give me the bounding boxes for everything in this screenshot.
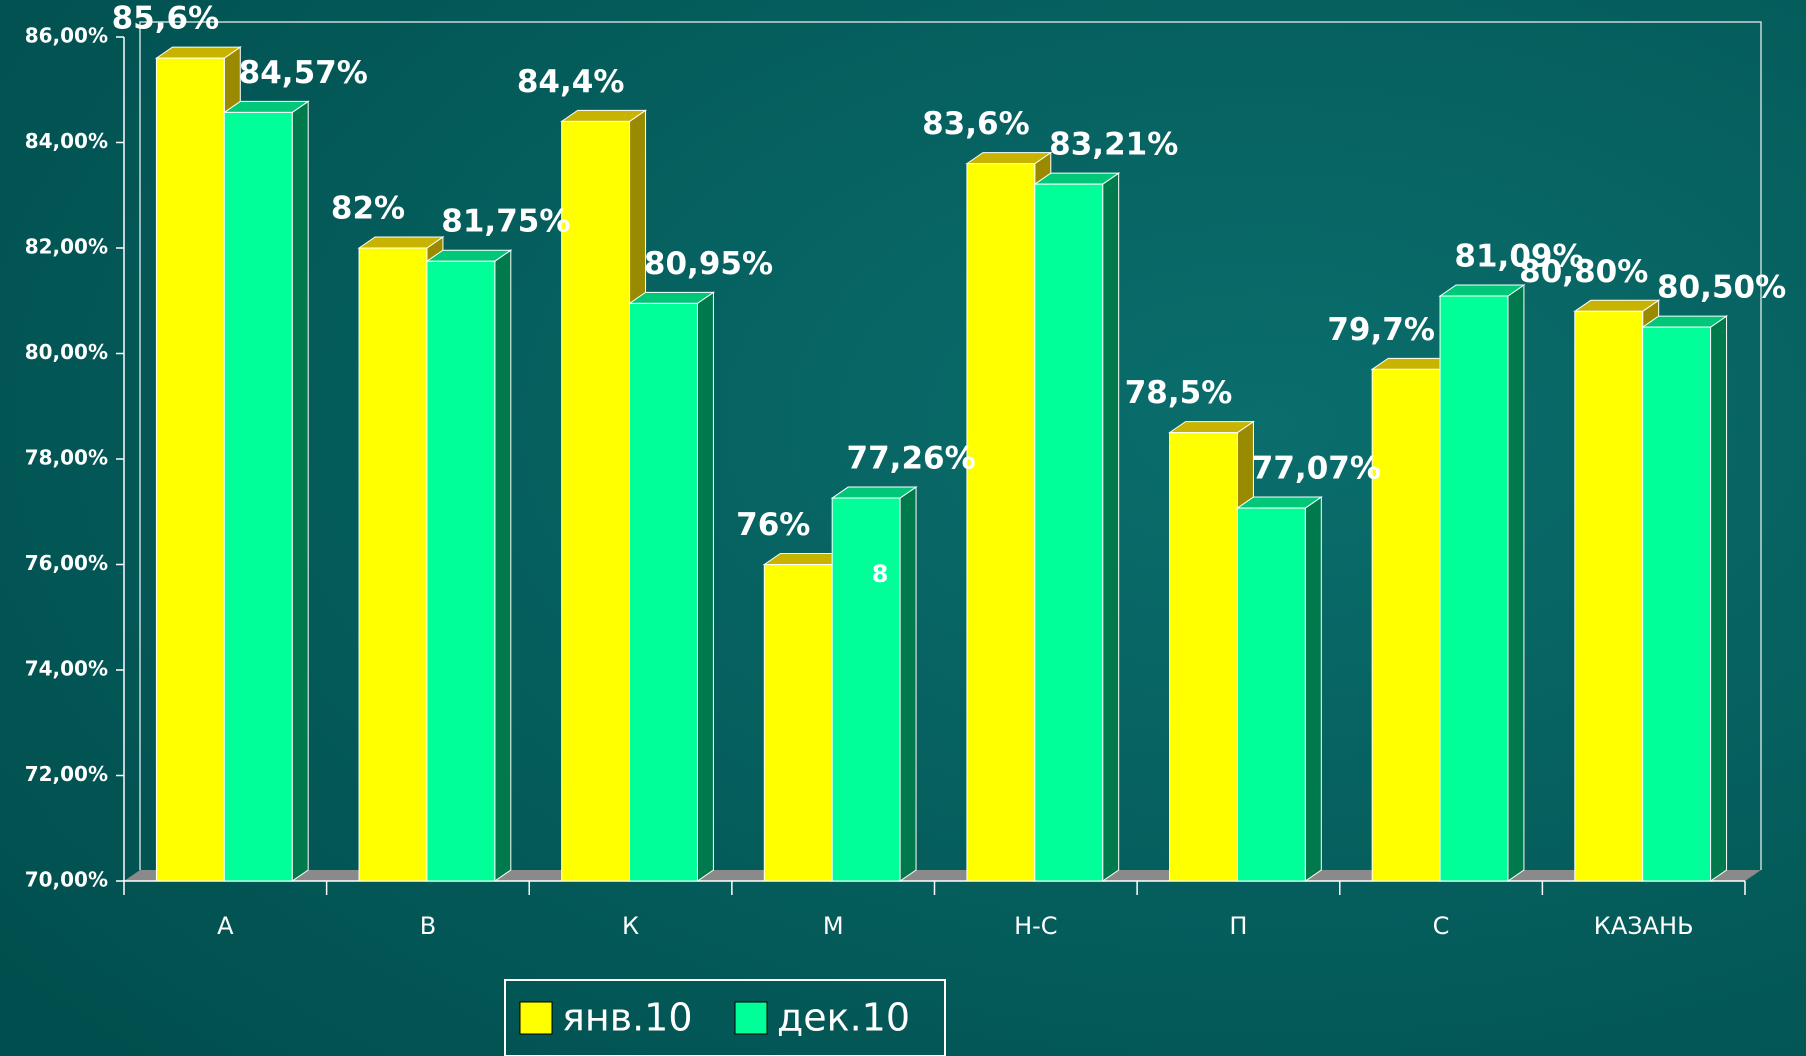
x-tick-label: П <box>1229 912 1247 940</box>
bar <box>1167 420 1256 882</box>
value-label: 80,95% <box>644 246 773 282</box>
bar-side <box>1710 315 1728 882</box>
bar-front <box>1574 310 1644 882</box>
bar-front <box>1371 368 1441 882</box>
floor <box>124 870 1761 881</box>
x-tick-label: М <box>823 912 844 940</box>
bar-front <box>966 163 1036 882</box>
bar-front <box>831 497 901 882</box>
value-label: 77,07% <box>1252 451 1381 487</box>
y-tick-label: 78,00% <box>25 446 108 470</box>
x-tick-label: Н-С <box>1014 912 1057 940</box>
bar-front <box>223 111 293 882</box>
bar-front <box>561 120 631 882</box>
y-tick-label: 70,00% <box>25 868 108 892</box>
bar-front <box>1034 183 1104 882</box>
bar-side <box>1507 284 1525 882</box>
y-tick-label: 74,00% <box>25 657 108 681</box>
bar-side <box>291 100 309 882</box>
y-tick-label: 76,00% <box>25 551 108 575</box>
bar <box>830 486 918 882</box>
bar-front <box>629 302 698 882</box>
value-label: 83,21% <box>1049 127 1178 163</box>
annotation: 8 <box>872 560 889 588</box>
value-label: 84,57% <box>239 55 368 91</box>
value-label: 85,6% <box>112 1 220 37</box>
bar <box>222 100 310 882</box>
value-label: 81,75% <box>441 204 570 240</box>
bar <box>1370 357 1458 882</box>
value-label: 76% <box>736 507 810 543</box>
bar-front <box>1236 507 1306 882</box>
bar-front <box>1439 295 1509 882</box>
y-tick-label: 84,00% <box>25 129 108 153</box>
value-label: 82% <box>331 191 405 227</box>
bar-front <box>155 57 225 882</box>
x-tick-label: А <box>217 912 234 940</box>
x-tick-label: КАЗАНЬ <box>1594 912 1694 940</box>
back-wall <box>139 21 1762 870</box>
y-tick-label: 86,00% <box>25 24 108 48</box>
y-tick-label: 82,00% <box>25 235 108 259</box>
bar <box>627 291 716 882</box>
value-label: 81,09% <box>1454 239 1583 275</box>
bar-side <box>1304 496 1322 882</box>
bar-side <box>899 486 917 882</box>
value-label: 80,80% <box>1519 254 1648 290</box>
value-label: 79,7% <box>1327 312 1435 348</box>
bar-front <box>763 564 833 882</box>
bar <box>1235 496 1323 882</box>
x-tick-label: В <box>420 912 436 940</box>
bar-side <box>696 291 714 882</box>
x-tick-label: К <box>622 912 639 940</box>
bar-side <box>1102 172 1120 882</box>
y-tick-label: 80,00% <box>25 340 108 364</box>
legend-label: янв.10 <box>562 996 693 1040</box>
x-tick-label: С <box>1433 912 1450 940</box>
bar <box>425 249 513 882</box>
value-label: 83,6% <box>922 106 1030 142</box>
value-label: 80,50% <box>1657 270 1786 306</box>
legend-swatch <box>519 1001 553 1035</box>
value-label: 84,4% <box>517 64 625 100</box>
bar-front <box>426 260 496 882</box>
value-label: 77,26% <box>847 441 976 477</box>
legend-box <box>504 979 946 1056</box>
bar <box>1033 172 1121 882</box>
legend-swatch <box>734 1001 768 1035</box>
bar <box>1641 315 1729 882</box>
bar-side <box>494 249 512 882</box>
bar-front <box>1642 326 1712 882</box>
legend-label: дек.10 <box>777 996 910 1040</box>
value-label: 78,5% <box>1125 375 1233 411</box>
bar <box>1438 284 1526 882</box>
y-tick-label: 72,00% <box>25 762 108 786</box>
bar-front <box>1169 432 1238 882</box>
bar-front <box>358 247 428 882</box>
